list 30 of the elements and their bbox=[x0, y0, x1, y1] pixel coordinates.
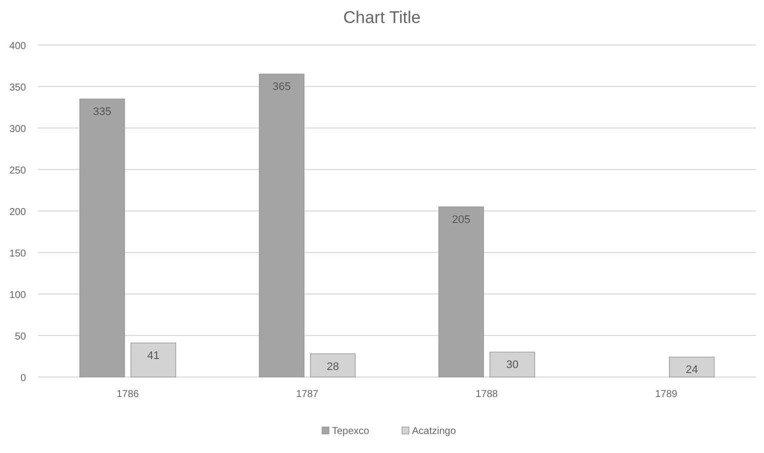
y-tick-label: 150 bbox=[9, 248, 26, 260]
data-label: 28 bbox=[326, 360, 339, 373]
legend-label: Acatzingo bbox=[412, 426, 456, 437]
y-tick-label: 250 bbox=[9, 166, 26, 176]
bar bbox=[130, 342, 176, 378]
bar bbox=[258, 74, 304, 378]
x-tick-label: 1789 bbox=[655, 389, 678, 400]
bar bbox=[438, 206, 484, 378]
data-label: 335 bbox=[92, 106, 112, 118]
data-label: 205 bbox=[452, 214, 470, 226]
chart-title: Chart Title bbox=[343, 8, 421, 27]
data-label: 24 bbox=[686, 364, 698, 376]
x-tick-label: 1786 bbox=[116, 389, 140, 400]
legend-label: Tepexco bbox=[332, 426, 370, 437]
data-label: 41 bbox=[147, 350, 160, 362]
bar bbox=[79, 98, 125, 378]
x-tick-label: 1787 bbox=[296, 389, 319, 400]
y-tick-label: 0 bbox=[20, 373, 26, 384]
bar bbox=[669, 356, 715, 378]
y-tick-label: 300 bbox=[9, 124, 26, 135]
y-tick-label: 400 bbox=[9, 41, 26, 52]
y-tick-label: 200 bbox=[9, 207, 26, 218]
y-tick-label: 50 bbox=[14, 332, 26, 342]
bar bbox=[490, 352, 536, 378]
x-tick-label: 1788 bbox=[476, 389, 498, 400]
bar bbox=[310, 353, 356, 378]
y-tick-label: 350 bbox=[9, 82, 26, 94]
data-label: 365 bbox=[272, 81, 291, 94]
y-tick-label: 100 bbox=[9, 290, 26, 301]
data-label: 30 bbox=[506, 359, 518, 372]
